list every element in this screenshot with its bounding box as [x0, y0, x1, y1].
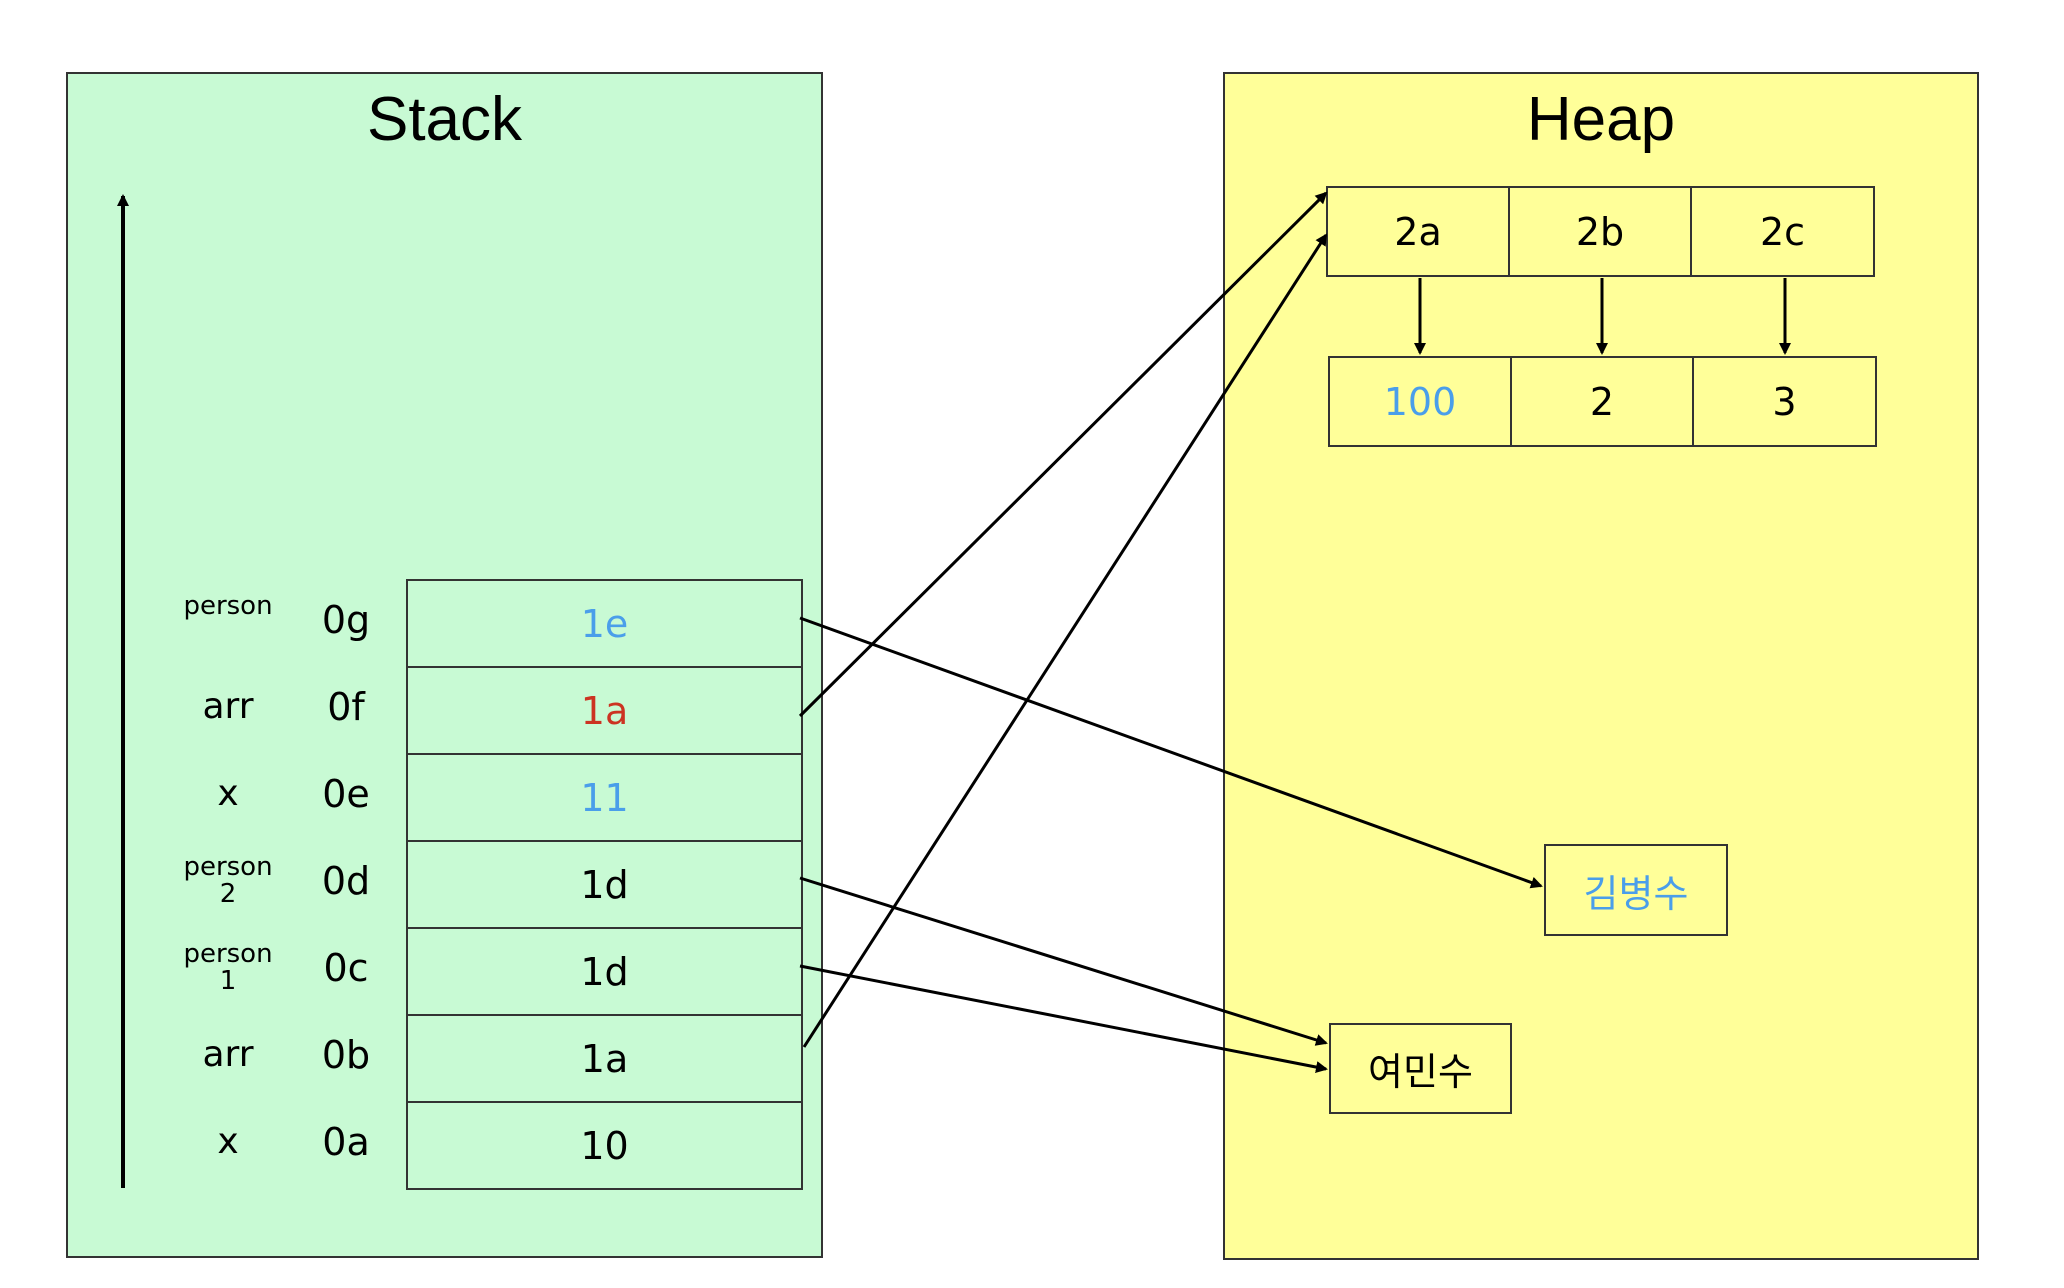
heap-array-value: 2	[1589, 379, 1615, 424]
stack-address: 0g	[321, 597, 371, 642]
stack-var-name: x	[217, 1120, 239, 1162]
stack-value: 1a	[580, 688, 629, 733]
stack-value: 1a	[580, 1036, 629, 1081]
stack-value: 11	[580, 775, 629, 820]
heap-array-value: 3	[1772, 379, 1797, 424]
stack-address: 0b	[321, 1032, 371, 1077]
heap-title: Heap	[1526, 85, 1676, 154]
heap-array-addr: 2a	[1394, 209, 1442, 254]
heap-array-addr-cell: 2c	[1690, 186, 1875, 277]
reference-arrow-arr-0b-to-array	[802, 233, 1328, 1048]
heap-array-addr-cell: 2b	[1508, 186, 1692, 277]
stack-title: Stack	[366, 85, 523, 154]
stack-value: 1e	[580, 601, 629, 646]
stack-address: 0a	[322, 1119, 370, 1164]
stack-address: 0f	[327, 684, 365, 729]
heap-array-value-cell: 100	[1328, 356, 1512, 447]
heap-array-value-cell: 3	[1692, 356, 1877, 447]
stack-value: 1d	[580, 862, 629, 907]
stack-var-name: person 2	[183, 851, 273, 909]
stack-var-name: person	[183, 590, 273, 621]
stack-var-name: x	[217, 772, 239, 814]
stack-value: 10	[580, 1123, 629, 1168]
stack-value: 1d	[580, 949, 629, 994]
heap-array-addr: 2b	[1575, 209, 1625, 254]
heap-object-yeo: 여민수	[1329, 1023, 1512, 1114]
heap-array-value: 100	[1383, 379, 1457, 424]
stack-address: 0d	[321, 858, 371, 903]
heap-object-kim: 김병수	[1544, 844, 1728, 936]
reference-arrow-person1-to-yeo	[799, 964, 1328, 1073]
reference-arrow-person2-to-yeo	[799, 876, 1328, 1046]
reference-arrow-person-to-kim	[799, 616, 1543, 889]
stack-address: 0c	[323, 945, 369, 990]
stack-address: 0e	[322, 771, 370, 816]
stack-panel: Stack	[66, 72, 823, 1258]
stack-value-cell: 10	[406, 1101, 803, 1190]
heap-panel: Heap	[1223, 72, 1979, 1260]
stack-var-name: person 1	[183, 938, 273, 996]
heap-array-value-cell: 2	[1510, 356, 1694, 447]
heap-object-kim-text: 김병수	[1583, 871, 1689, 916]
stack-var-name: arr	[202, 685, 254, 727]
reference-arrow-arr-0f-to-array	[798, 191, 1328, 718]
heap-array-addr: 2c	[1759, 209, 1806, 254]
stack-var-name: arr	[202, 1033, 254, 1075]
heap-object-yeo-text: 여민수	[1368, 1050, 1473, 1094]
